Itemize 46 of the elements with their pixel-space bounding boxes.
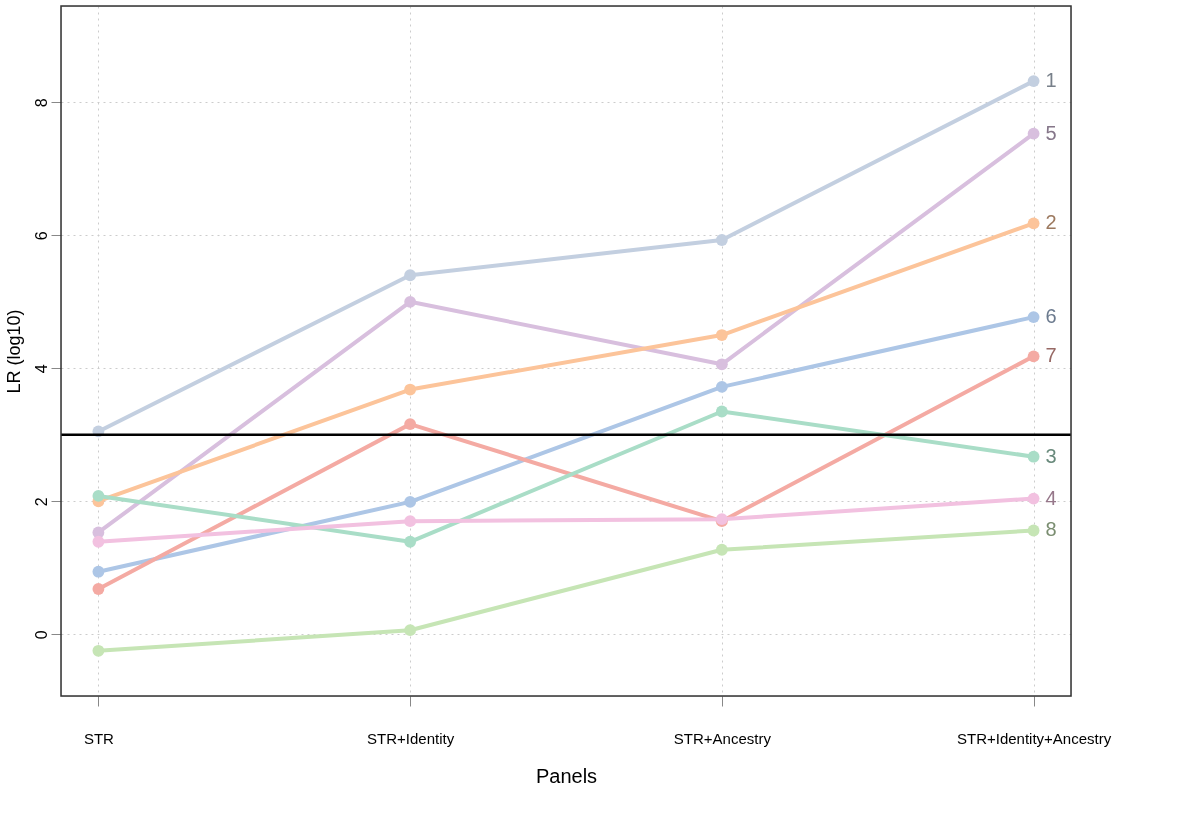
- point: [92, 583, 105, 595]
- x-tick-label: STR: [83, 729, 115, 747]
- point: [1027, 311, 1040, 323]
- series-label: 7: [1045, 344, 1057, 367]
- point: [92, 644, 105, 657]
- point: [1027, 350, 1040, 363]
- y-tick-label: 2: [32, 497, 50, 507]
- point: [92, 565, 105, 578]
- series-label: 5: [1045, 121, 1057, 144]
- series-label: 2: [1045, 211, 1057, 234]
- point: [1027, 492, 1040, 505]
- series-label: 8: [1045, 518, 1057, 541]
- series-label: 6: [1045, 305, 1057, 328]
- point: [92, 490, 105, 502]
- point: [404, 383, 417, 396]
- point: [1027, 524, 1040, 537]
- point: [404, 495, 417, 508]
- series-label: 1: [1045, 69, 1057, 92]
- point: [404, 535, 417, 548]
- point: [1027, 450, 1040, 463]
- point: [715, 405, 728, 418]
- y-tick-label: 0: [32, 630, 50, 640]
- x-axis-title: Panels: [535, 764, 598, 787]
- point: [1027, 75, 1040, 88]
- point: [715, 329, 728, 341]
- point: [715, 234, 728, 246]
- point: [404, 624, 417, 637]
- point: [404, 295, 417, 308]
- x-tick-label: STR+Identity: [367, 729, 455, 747]
- series-label: 4: [1045, 486, 1057, 509]
- x-tick-label: STR+Identity+Ancestry: [956, 729, 1112, 747]
- y-tick-label: 4: [32, 364, 50, 374]
- point: [715, 380, 728, 393]
- point: [404, 418, 417, 431]
- point: [404, 515, 417, 528]
- point: [92, 535, 105, 548]
- y-axis-title: LR (log10): [3, 309, 24, 394]
- y-tick-label: 6: [32, 231, 50, 241]
- point: [1027, 127, 1040, 140]
- point: [715, 358, 728, 371]
- point: [404, 269, 417, 282]
- point: [715, 543, 728, 556]
- x-tick-label: STR+Ancestry: [673, 729, 772, 747]
- point: [1027, 217, 1040, 230]
- y-tick-label: 8: [32, 98, 50, 108]
- series-label: 3: [1045, 444, 1057, 467]
